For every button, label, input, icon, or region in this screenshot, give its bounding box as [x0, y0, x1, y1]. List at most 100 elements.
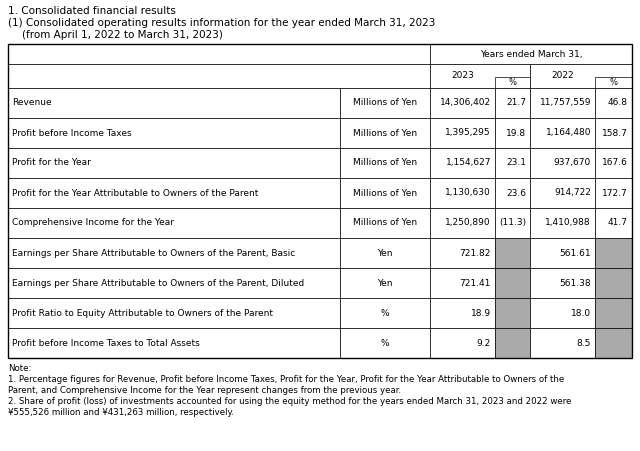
- Bar: [595, 298, 632, 328]
- Bar: [340, 88, 430, 118]
- Text: Millions of Yen: Millions of Yen: [353, 158, 417, 167]
- Bar: [340, 238, 430, 268]
- Bar: [340, 178, 430, 208]
- Text: 23.6: 23.6: [506, 189, 526, 198]
- Bar: [340, 268, 430, 298]
- Text: %: %: [509, 78, 516, 87]
- Bar: [530, 238, 595, 268]
- Text: 721.41: 721.41: [460, 279, 491, 287]
- Text: 18.9: 18.9: [471, 308, 491, 318]
- Text: Yen: Yen: [377, 249, 393, 258]
- Text: 41.7: 41.7: [608, 218, 628, 227]
- Bar: [430, 268, 495, 298]
- Text: 1,250,890: 1,250,890: [445, 218, 491, 227]
- Bar: [8, 298, 340, 328]
- Text: 1,154,627: 1,154,627: [445, 158, 491, 167]
- Text: Millions of Yen: Millions of Yen: [353, 189, 417, 198]
- Text: Profit Ratio to Equity Attributable to Owners of the Parent: Profit Ratio to Equity Attributable to O…: [12, 308, 273, 318]
- Bar: [530, 148, 595, 178]
- Bar: [340, 328, 430, 358]
- Bar: [430, 88, 495, 118]
- Text: %: %: [381, 339, 389, 348]
- Bar: [595, 118, 632, 148]
- Bar: [8, 178, 340, 208]
- Text: 9.2: 9.2: [477, 339, 491, 348]
- Text: Years ended March 31,: Years ended March 31,: [480, 50, 582, 59]
- Text: 1. Percentage figures for Revenue, Profit before Income Taxes, Profit for the Ye: 1. Percentage figures for Revenue, Profi…: [8, 375, 564, 384]
- Bar: [8, 328, 340, 358]
- Text: 1,164,480: 1,164,480: [545, 129, 591, 138]
- Text: Millions of Yen: Millions of Yen: [353, 129, 417, 138]
- Bar: [430, 64, 530, 88]
- Bar: [8, 88, 340, 118]
- Text: 1. Consolidated financial results: 1. Consolidated financial results: [8, 6, 176, 16]
- Bar: [530, 88, 595, 118]
- Text: 2022: 2022: [551, 72, 574, 80]
- Bar: [495, 178, 530, 208]
- Text: ¥555,526 million and ¥431,263 million, respectively.: ¥555,526 million and ¥431,263 million, r…: [8, 408, 234, 417]
- Bar: [430, 328, 495, 358]
- Text: 1,410,988: 1,410,988: [545, 218, 591, 227]
- Bar: [340, 148, 430, 178]
- Text: 23.1: 23.1: [506, 158, 526, 167]
- Text: 2. Share of profit (loss) of investments accounted for using the equity method f: 2. Share of profit (loss) of investments…: [8, 397, 572, 406]
- Text: Profit for the Year Attributable to Owners of the Parent: Profit for the Year Attributable to Owne…: [12, 189, 259, 198]
- Bar: [495, 77, 530, 88]
- Bar: [495, 148, 530, 178]
- Bar: [430, 178, 495, 208]
- Text: 914,722: 914,722: [554, 189, 591, 198]
- Bar: [530, 298, 595, 328]
- Bar: [8, 208, 340, 238]
- Text: 158.7: 158.7: [602, 129, 628, 138]
- Bar: [8, 44, 632, 358]
- Text: 14,306,402: 14,306,402: [440, 98, 491, 107]
- Text: 1,395,295: 1,395,295: [445, 129, 491, 138]
- Bar: [530, 208, 595, 238]
- Text: 18.0: 18.0: [571, 308, 591, 318]
- Bar: [430, 238, 495, 268]
- Bar: [495, 298, 530, 328]
- Bar: [595, 88, 632, 118]
- Text: Earnings per Share Attributable to Owners of the Parent, Basic: Earnings per Share Attributable to Owner…: [12, 249, 295, 258]
- Text: Yen: Yen: [377, 279, 393, 287]
- Text: 8.5: 8.5: [577, 339, 591, 348]
- Text: Profit before Income Taxes to Total Assets: Profit before Income Taxes to Total Asse…: [12, 339, 200, 348]
- Bar: [595, 208, 632, 238]
- Bar: [530, 268, 595, 298]
- Text: 172.7: 172.7: [602, 189, 628, 198]
- Bar: [530, 64, 632, 88]
- Text: 19.8: 19.8: [506, 129, 526, 138]
- Text: (from April 1, 2022 to March 31, 2023): (from April 1, 2022 to March 31, 2023): [22, 30, 223, 40]
- Bar: [595, 178, 632, 208]
- Text: 1,130,630: 1,130,630: [445, 189, 491, 198]
- Bar: [340, 118, 430, 148]
- Text: %: %: [609, 78, 618, 87]
- Text: Millions of Yen: Millions of Yen: [353, 98, 417, 107]
- Bar: [495, 208, 530, 238]
- Bar: [530, 178, 595, 208]
- Text: 2023: 2023: [451, 72, 474, 80]
- Bar: [430, 44, 632, 64]
- Bar: [340, 298, 430, 328]
- Bar: [595, 268, 632, 298]
- Bar: [495, 88, 530, 118]
- Text: Note:: Note:: [8, 364, 31, 373]
- Text: Parent, and Comprehensive Income for the Year represent changes from the previou: Parent, and Comprehensive Income for the…: [8, 386, 401, 395]
- Bar: [595, 77, 632, 88]
- Bar: [595, 238, 632, 268]
- Text: 561.38: 561.38: [559, 279, 591, 287]
- Bar: [8, 64, 430, 88]
- Text: (1) Consolidated operating results information for the year ended March 31, 2023: (1) Consolidated operating results infor…: [8, 18, 435, 28]
- Text: Millions of Yen: Millions of Yen: [353, 218, 417, 227]
- Text: 21.7: 21.7: [506, 98, 526, 107]
- Bar: [495, 238, 530, 268]
- Text: 721.82: 721.82: [460, 249, 491, 258]
- Text: 11,757,559: 11,757,559: [540, 98, 591, 107]
- Bar: [530, 328, 595, 358]
- Text: Revenue: Revenue: [12, 98, 52, 107]
- Bar: [495, 268, 530, 298]
- Bar: [8, 268, 340, 298]
- Bar: [595, 148, 632, 178]
- Bar: [495, 118, 530, 148]
- Bar: [340, 208, 430, 238]
